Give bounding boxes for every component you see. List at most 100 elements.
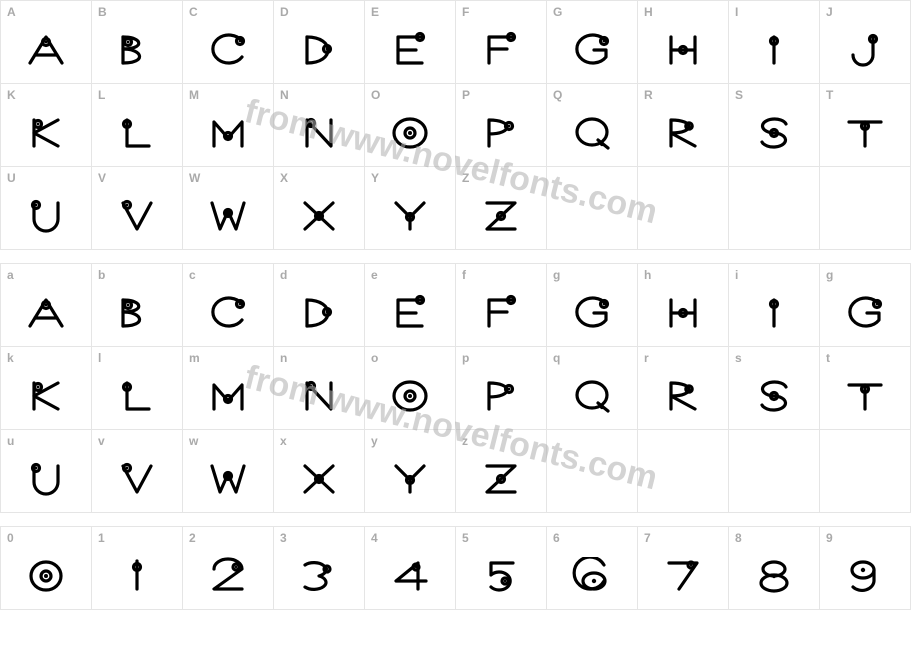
glyph-cell: h <box>638 264 729 347</box>
cell-label: v <box>98 434 105 448</box>
glyph-y <box>388 460 432 496</box>
cell-label: f <box>462 268 466 282</box>
glyph-cell: w <box>183 430 274 513</box>
glyph-cell: U <box>1 167 92 250</box>
glyph-cell: u <box>1 430 92 513</box>
glyph-C <box>206 31 250 67</box>
glyph-d <box>297 294 341 330</box>
cell-label: z <box>462 434 468 448</box>
glyph-7 <box>661 557 705 593</box>
cell-label: L <box>98 88 105 102</box>
glyph-Z <box>479 197 523 233</box>
glyph-cell: f <box>456 264 547 347</box>
cell-label: N <box>280 88 289 102</box>
cell-label: T <box>826 88 833 102</box>
cell-label: b <box>98 268 105 282</box>
glyph-cell: R <box>638 84 729 167</box>
cell-label: q <box>553 351 560 365</box>
glyph-cell <box>638 430 729 513</box>
glyph-0 <box>24 557 68 593</box>
cell-label: k <box>7 351 14 365</box>
glyph-cell: J <box>820 1 911 84</box>
cell-label: 7 <box>644 531 651 545</box>
glyph-g <box>843 294 887 330</box>
cell-label: e <box>371 268 378 282</box>
glyph-U <box>24 197 68 233</box>
cell-label: o <box>371 351 378 365</box>
cell-label: t <box>826 351 830 365</box>
glyph-cell: N <box>274 84 365 167</box>
glyph-l <box>115 377 159 413</box>
cell-label: S <box>735 88 743 102</box>
glyph-x <box>297 460 341 496</box>
glyph-cell: 7 <box>638 527 729 610</box>
glyph-t <box>843 377 887 413</box>
glyph-cell <box>638 167 729 250</box>
glyph-cell <box>729 167 820 250</box>
glyph-cell: A <box>1 1 92 84</box>
glyph-cell: q <box>547 347 638 430</box>
glyph-z <box>479 460 523 496</box>
glyph-cell: y <box>365 430 456 513</box>
glyph-A <box>24 31 68 67</box>
cell-label: g <box>553 268 560 282</box>
cell-label: I <box>735 5 738 19</box>
glyph-cell: Q <box>547 84 638 167</box>
glyph-f <box>479 294 523 330</box>
glyph-cell: e <box>365 264 456 347</box>
glyph-cell: T <box>820 84 911 167</box>
glyph-cell: g <box>547 264 638 347</box>
glyph-L <box>115 114 159 150</box>
cell-label: R <box>644 88 653 102</box>
glyph-cell: i <box>729 264 820 347</box>
cell-label: M <box>189 88 199 102</box>
glyph-cell: Z <box>456 167 547 250</box>
glyph-cell: F <box>456 1 547 84</box>
cell-label: W <box>189 171 200 185</box>
glyph-q <box>570 377 614 413</box>
glyph-cell: c <box>183 264 274 347</box>
glyph-c <box>206 294 250 330</box>
glyph-v <box>115 460 159 496</box>
glyph-g <box>570 294 614 330</box>
glyph-cell: K <box>1 84 92 167</box>
glyph-9 <box>843 557 887 593</box>
cell-label: Q <box>553 88 562 102</box>
cell-label: a <box>7 268 14 282</box>
glyph-u <box>24 460 68 496</box>
cell-label: A <box>7 5 16 19</box>
glyph-D <box>297 31 341 67</box>
cell-label: 3 <box>280 531 287 545</box>
glyph-e <box>388 294 432 330</box>
cell-label: 6 <box>553 531 560 545</box>
glyph-grid-1: abcdefghigklmnopqrstuvwxyz <box>0 263 911 513</box>
glyph-s <box>752 377 796 413</box>
glyph-cell <box>820 167 911 250</box>
cell-label: K <box>7 88 16 102</box>
glyph-G <box>570 31 614 67</box>
glyph-cell: g <box>820 264 911 347</box>
glyph-8 <box>752 557 796 593</box>
glyph-cell: m <box>183 347 274 430</box>
cell-label: 5 <box>462 531 469 545</box>
cell-label: 0 <box>7 531 14 545</box>
glyph-P <box>479 114 523 150</box>
cell-label: 1 <box>98 531 105 545</box>
glyph-N <box>297 114 341 150</box>
cell-label: y <box>371 434 378 448</box>
glyph-Y <box>388 197 432 233</box>
glyph-cell: d <box>274 264 365 347</box>
cell-label: m <box>189 351 200 365</box>
glyph-cell: p <box>456 347 547 430</box>
glyph-cell: s <box>729 347 820 430</box>
glyph-i <box>752 294 796 330</box>
cell-label: 8 <box>735 531 742 545</box>
glyph-k <box>24 377 68 413</box>
glyph-O <box>388 114 432 150</box>
glyph-cell: P <box>456 84 547 167</box>
glyph-1 <box>115 557 159 593</box>
glyph-cell: L <box>92 84 183 167</box>
glyph-J <box>843 31 887 67</box>
glyph-cell: 2 <box>183 527 274 610</box>
glyph-cell: v <box>92 430 183 513</box>
